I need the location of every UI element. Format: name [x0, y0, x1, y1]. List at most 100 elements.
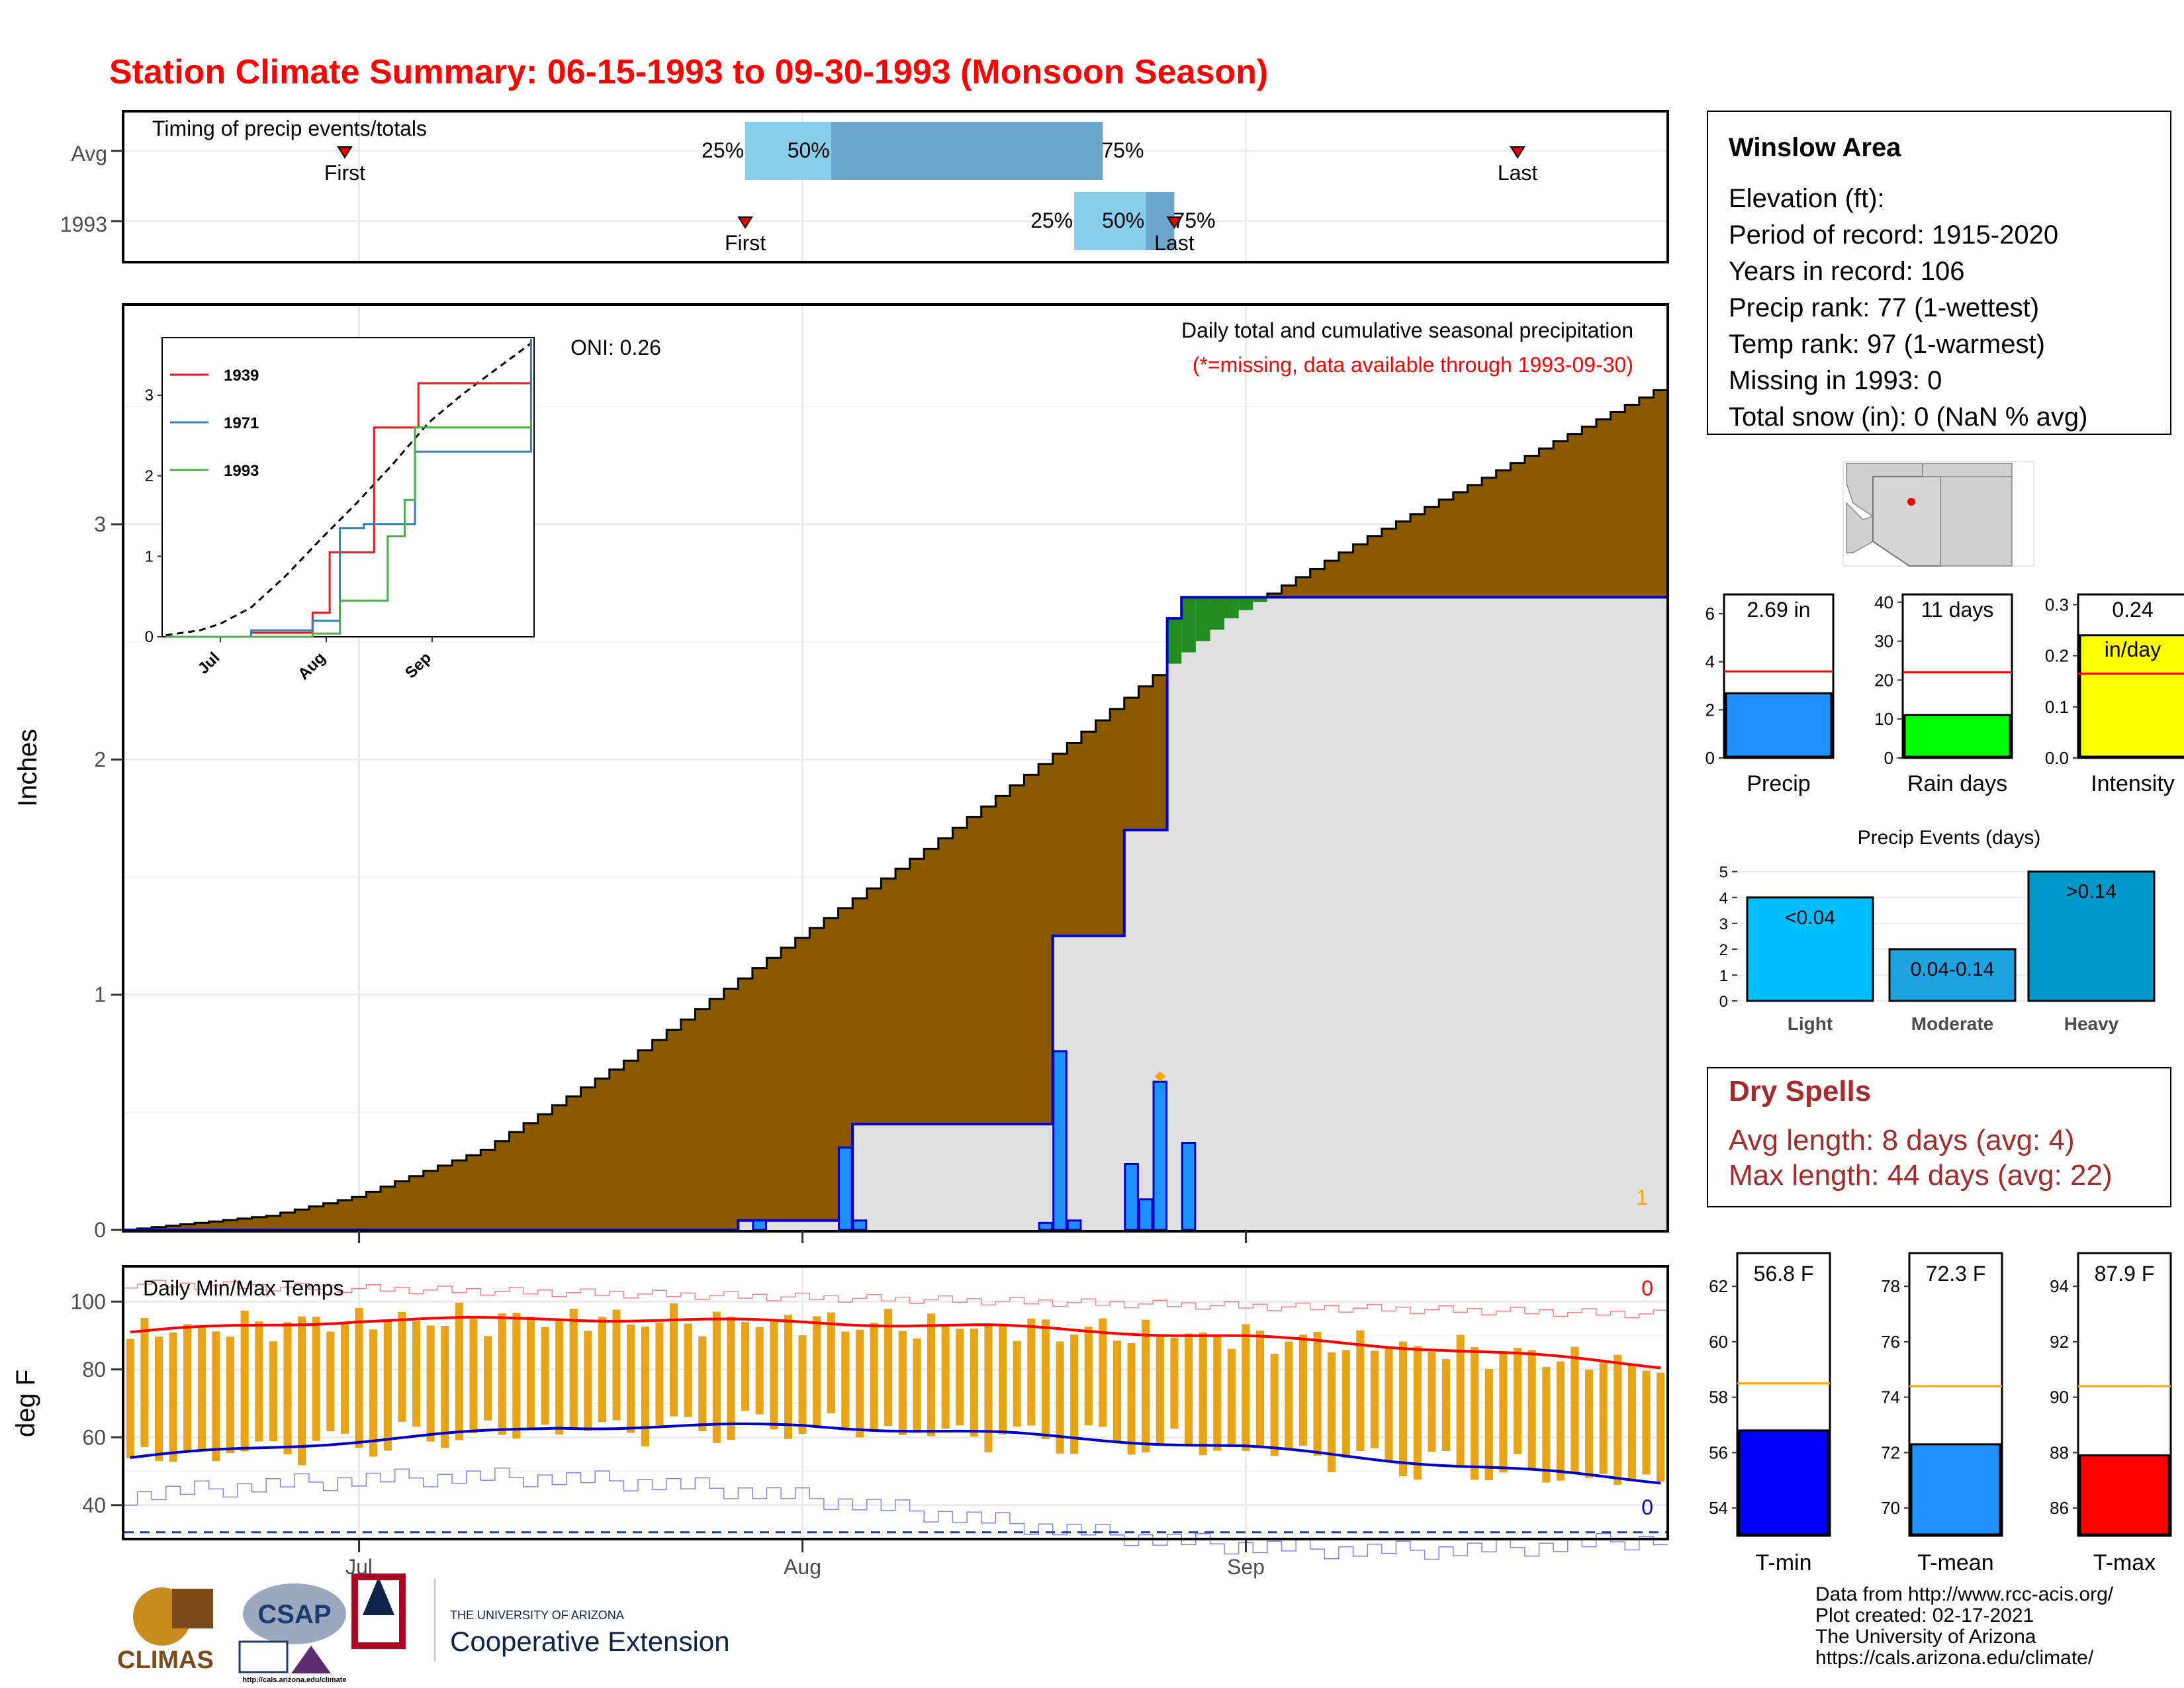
summary-value-label: 11 days — [1921, 598, 1994, 622]
daily-temp-bar — [1056, 1341, 1064, 1454]
daily-temp-bar — [684, 1323, 692, 1417]
daily-temp-bar — [484, 1336, 492, 1421]
climas-logo: CLIMAS — [117, 1587, 214, 1674]
daily-temp-bar — [155, 1336, 163, 1461]
current-cumulative-area — [123, 597, 1668, 1230]
events-ytick-label: 4 — [1719, 890, 1728, 908]
timing-1993-q25-label: 25% — [1030, 209, 1073, 232]
map-state-new-mexico — [1940, 476, 2013, 567]
daily-temp-bar — [1342, 1350, 1350, 1458]
daily-temp-bar — [898, 1331, 907, 1435]
dry-spells-box: Dry Spells Avg length: 8 days (avg: 4) M… — [1707, 1067, 2171, 1207]
daily-temp-bar — [627, 1324, 635, 1433]
daily-temp-bar — [1484, 1369, 1493, 1481]
event-bar-label: Heavy — [2064, 1013, 2119, 1034]
summary-bar-label: Precip — [1747, 771, 1810, 796]
temp-label: Daily Min/Max Temps — [143, 1276, 343, 1300]
credit-url: https://cals.arizona.edu/climate/ — [1815, 1647, 2094, 1669]
daily-temp-bar — [956, 1329, 964, 1426]
daily-temp-bar — [1041, 1319, 1050, 1439]
timing-avg-q50-q75-bar — [831, 122, 1103, 180]
temp-summary-bar-T-max — [2079, 1454, 2170, 1536]
temp-summary-value: 72.3 F — [1926, 1262, 1986, 1286]
daily-precip-bar — [1181, 1142, 1197, 1231]
summary-ytick-label: 0.2 — [2045, 646, 2069, 666]
daily-temp-bar — [612, 1309, 621, 1421]
daily-temp-bar — [1556, 1361, 1565, 1481]
timing-1993-q50-label: 50% — [1102, 209, 1144, 232]
events-ytick-label: 1 — [1719, 967, 1728, 985]
daily-temp-bar — [1298, 1335, 1307, 1446]
temp-summary-ytick-label: 92 — [2050, 1332, 2069, 1352]
daily-temp-bar — [1127, 1342, 1136, 1455]
inset-ytick-label: 3 — [145, 387, 154, 404]
inset-avg-line — [165, 342, 532, 637]
temp-ylabel: deg F — [11, 1370, 40, 1437]
credit-created: Plot created: 02-17-2021 — [1815, 1605, 2034, 1626]
temp-summary-ytick-label: 88 — [2050, 1442, 2069, 1462]
summary-ytick-label: 0.0 — [2045, 748, 2069, 768]
summary-ytick-label: 4 — [1706, 652, 1715, 672]
temp-summary-ytick-label: 62 — [1709, 1276, 1728, 1296]
daily-temp-bar — [1614, 1354, 1622, 1485]
daily-temp-bar — [269, 1341, 277, 1442]
summary-ytick-label: 30 — [1874, 632, 1893, 651]
daily-temp-bar — [1499, 1352, 1508, 1473]
timing-1993-first-marker — [737, 216, 753, 229]
timing-avg-q75-label: 75% — [1101, 138, 1144, 162]
daily-temp-bar — [398, 1312, 406, 1422]
timing-avg-last-label: Last — [1498, 161, 1538, 185]
surplus-bar — [1238, 597, 1253, 610]
temp-frame — [122, 1265, 1669, 1540]
timing-avg-q25-q50-bar — [745, 122, 831, 180]
temp-count-max: 0 — [1641, 1276, 1653, 1300]
daily-precip-bar — [1038, 1221, 1054, 1231]
daily-temp-bar — [1156, 1335, 1164, 1445]
timing-1993-q75-label: 75% — [1173, 209, 1215, 232]
temp-summary-label: T-max — [2093, 1550, 2156, 1575]
surplus-bar — [1210, 597, 1225, 630]
summary-value-sub: in/day — [2105, 637, 2161, 661]
summary-ytick-label: 20 — [1874, 670, 1893, 690]
precip-panel: Inches 0 1 2 3 ONI: 0.26 Daily total and cu… — [13, 303, 1669, 1243]
daily-temp-bar — [913, 1338, 921, 1431]
daily-temp-bar — [1256, 1331, 1265, 1448]
daily-temp-bar — [1328, 1352, 1336, 1473]
daily-temp-bar — [569, 1309, 578, 1429]
inset-legend-label: 1993 — [224, 462, 259, 480]
timing-1993-q25-q50-bar — [1074, 192, 1146, 250]
daily-temp-bar — [584, 1331, 592, 1431]
summary-ytick-label: 0 — [1706, 748, 1715, 768]
events-ytick-label: 0 — [1719, 993, 1728, 1011]
daily-precip-bar — [1152, 1080, 1168, 1231]
daily-precip-bar — [1138, 1198, 1154, 1231]
timing-row-1993: 1993 — [60, 212, 107, 236]
csap-bars-icon — [238, 1640, 289, 1673]
csap-text: CSAP — [257, 1600, 331, 1629]
daily-temp-bar — [1099, 1318, 1107, 1427]
daily-temp-bar — [1514, 1348, 1522, 1454]
daily-temp-bar — [183, 1324, 192, 1452]
timing-avg-first-marker — [337, 146, 353, 159]
summary-ytick-label: 0.3 — [2045, 594, 2069, 614]
station-frame — [1707, 111, 2171, 435]
station-missing: Missing in 1993: 0 — [1729, 366, 1942, 395]
daily-temp-bar — [197, 1327, 206, 1450]
daily-temp-bar — [755, 1327, 764, 1415]
max-day-marker — [1154, 1071, 1165, 1082]
daily-temp-bar — [827, 1312, 835, 1413]
daily-temp-bar — [770, 1319, 778, 1430]
daily-temp-bar — [1027, 1318, 1036, 1426]
temp-panel: Daily Min/Max Temps deg F 0 0 406080100 … — [11, 1265, 1669, 1579]
ua-big-text: Cooperative Extension — [450, 1626, 730, 1657]
inset-legend-label: 1939 — [224, 367, 259, 385]
daily-temp-bar — [412, 1321, 421, 1427]
temp-summary-ytick-label: 58 — [1709, 1387, 1728, 1407]
credits: Data from http://www.rcc-acis.org/ Plot … — [1815, 1583, 2114, 1669]
temp-summary-bar-T-mean — [1910, 1443, 2001, 1536]
summary-ytick-label: 40 — [1874, 592, 1893, 612]
daily-temp-bar — [255, 1321, 263, 1442]
event-bar-value: <0.04 — [1785, 907, 1835, 929]
daily-temp-bar — [1428, 1352, 1436, 1452]
